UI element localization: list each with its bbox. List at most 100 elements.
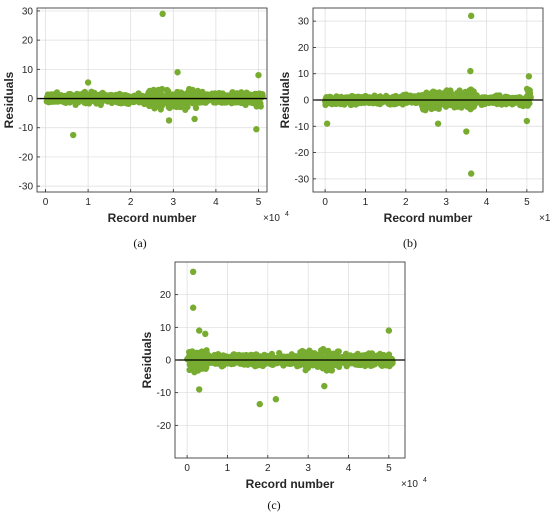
data-point — [232, 355, 239, 362]
outlier-point — [189, 304, 197, 311]
data-point — [354, 94, 361, 101]
data-point — [364, 356, 371, 363]
outlier-point — [202, 330, 209, 338]
data-point — [92, 92, 99, 99]
data-point — [320, 348, 327, 355]
outlier-point — [196, 327, 203, 334]
data-point — [247, 357, 254, 364]
data-point — [327, 367, 334, 374]
data-point — [194, 367, 202, 374]
y-axis-label: Residuals — [2, 71, 16, 128]
x-tick-label: 0 — [43, 197, 49, 208]
data-point — [424, 95, 431, 102]
data-point — [189, 100, 196, 107]
outlier-point — [174, 69, 181, 76]
outlier-point — [321, 382, 328, 390]
data-point — [159, 85, 166, 93]
y-tick-label: 10 — [160, 323, 172, 334]
x-axis-multiplier: ×10 — [263, 213, 280, 224]
data-point — [369, 99, 376, 106]
data-point — [458, 104, 465, 111]
y-tick-label: 30 — [22, 6, 34, 17]
data-point — [447, 90, 455, 97]
data-point — [67, 97, 74, 104]
data-point — [190, 91, 197, 98]
outlier-point — [84, 79, 92, 86]
x-axis-multiplier: ×10 — [401, 479, 418, 490]
data-point — [288, 351, 295, 358]
data-point — [325, 347, 332, 354]
outlier-point — [467, 12, 475, 20]
data-point — [125, 100, 132, 107]
outlier-point — [255, 71, 262, 79]
y-tick-label: 0 — [27, 94, 33, 105]
data-point — [283, 360, 290, 367]
panel-caption: (a) — [133, 236, 146, 250]
x-tick-label: 2 — [403, 197, 409, 208]
x-tick-label: 3 — [443, 197, 449, 208]
data-points — [322, 12, 534, 177]
y-tick-label: 0 — [165, 356, 171, 367]
y-axis-label: Residuals — [140, 331, 154, 388]
y-tick-label: 0 — [303, 96, 309, 107]
outlier-point — [191, 115, 198, 123]
y-tick-label: 10 — [22, 65, 34, 76]
data-point — [255, 98, 262, 105]
data-point — [296, 362, 303, 369]
data-point — [174, 98, 181, 105]
data-point — [202, 99, 209, 106]
data-point — [359, 353, 366, 361]
data-point — [96, 96, 103, 103]
data-point — [386, 360, 393, 367]
scatter-panel-a: 0 1 2 3 4 5 -30 -20 -10 0 10 20 30 Record number Resid… — [2, 6, 289, 250]
outlier-point — [467, 67, 474, 75]
data-point — [324, 360, 332, 367]
y-tick-label: -10 — [295, 122, 310, 133]
data-point — [192, 104, 200, 112]
data-point — [390, 95, 398, 103]
data-point — [345, 360, 352, 367]
data-point — [265, 358, 272, 365]
x-tick-label: 5 — [256, 197, 262, 208]
data-point — [164, 86, 171, 94]
data-point — [297, 349, 304, 356]
outlier-point — [434, 120, 442, 127]
data-point — [237, 96, 244, 103]
y-tick-label: 30 — [298, 17, 310, 28]
x-tick-label: 4 — [484, 197, 490, 208]
data-point — [154, 101, 161, 108]
data-point — [456, 99, 463, 106]
outlier-point — [323, 120, 331, 127]
data-point — [434, 98, 441, 105]
scatter-panel-c: 0 1 2 3 4 5 -20 -10 0 10 20 Record number Residuals ×… — [140, 261, 427, 512]
outlier-point — [525, 73, 533, 80]
y-tick-label: -30 — [295, 174, 310, 185]
outlier-point — [385, 327, 393, 334]
data-point — [419, 102, 427, 109]
data-point — [428, 89, 435, 96]
data-point — [257, 353, 264, 360]
x-axis-multiplier-exponent: 4 — [285, 211, 289, 218]
y-tick-label: 20 — [22, 36, 34, 47]
data-point — [257, 103, 264, 110]
data-point — [201, 361, 208, 368]
data-point — [242, 359, 249, 366]
y-tick-label: 20 — [160, 290, 172, 301]
x-tick-label: 2 — [128, 197, 134, 208]
x-tick-label: 5 — [386, 463, 392, 474]
data-point — [52, 98, 60, 105]
x-axis-label: Record number — [384, 211, 473, 225]
outlier-point — [463, 128, 470, 135]
data-point — [61, 92, 68, 99]
panel-caption: (b) — [403, 236, 417, 250]
data-point — [302, 367, 309, 374]
data-point — [230, 99, 237, 106]
data-point — [379, 353, 386, 360]
outlier-point — [165, 117, 173, 124]
x-tick-label: 0 — [184, 463, 190, 474]
y-axis-label: Residuals — [278, 71, 292, 128]
data-point — [332, 99, 339, 106]
data-point — [277, 355, 285, 362]
data-point — [316, 353, 324, 360]
